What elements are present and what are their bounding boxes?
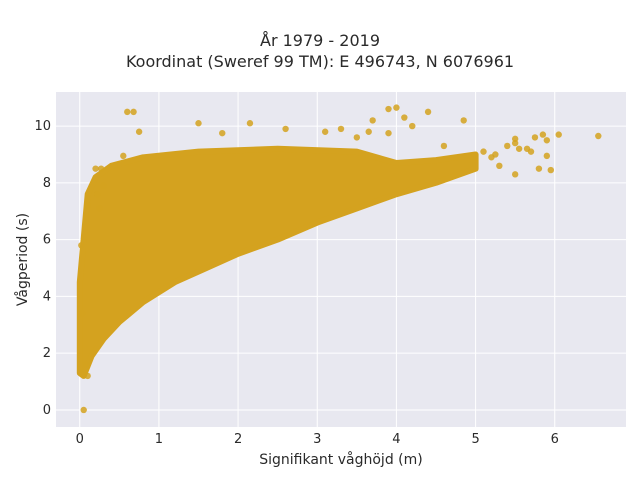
data-point (84, 372, 91, 380)
x-tick-label: 3 (313, 432, 321, 447)
data-point (195, 120, 202, 127)
data-point (492, 151, 499, 158)
data-point (531, 134, 539, 141)
data-point (130, 108, 137, 116)
y-tick-label: 6 (43, 233, 51, 248)
data-point (527, 148, 535, 155)
data-point (401, 114, 408, 121)
dense-cloud-area (76, 145, 479, 379)
data-point (409, 122, 416, 130)
data-point (337, 125, 345, 133)
data-point (120, 152, 127, 160)
tick-labels: 0 1 2 3 4 5 6 0 2 4 6 8 10 (34, 119, 558, 447)
data-point (424, 108, 432, 116)
data-point (496, 162, 503, 170)
data-point (480, 148, 487, 155)
y-tick-label: 10 (34, 119, 51, 134)
data-point (321, 128, 329, 135)
data-point (385, 129, 392, 137)
data-point (219, 129, 226, 137)
data-point (543, 137, 551, 144)
data-point (80, 406, 87, 414)
x-tick-label: 2 (234, 432, 242, 447)
data-point (515, 145, 523, 152)
x-tick-label: 0 (76, 432, 84, 447)
y-tick-label: 4 (43, 289, 51, 304)
chart-title-line-1: År 1979 - 2019 (260, 31, 380, 50)
data-point (78, 310, 86, 317)
data-point (97, 165, 105, 172)
y-tick-label: 8 (43, 176, 51, 191)
x-tick-label: 4 (392, 432, 400, 447)
chart-title: År 1979 - 2019 Koordinat (Sweref 99 TM):… (0, 30, 640, 72)
data-point (365, 128, 372, 135)
chart-title-line-2: Koordinat (Sweref 99 TM): E 496743, N 60… (125, 52, 515, 71)
x-axis-title: Signifikant våghöjd (m) (259, 451, 422, 468)
y-axis-title: Vågperiod (s) (14, 213, 31, 306)
data-point (511, 171, 519, 178)
x-tick-label: 6 (551, 432, 559, 447)
data-point (135, 128, 143, 135)
data-point (92, 165, 99, 172)
data-point (78, 242, 85, 249)
data-point (595, 132, 602, 140)
x-tick-label: 1 (155, 432, 163, 447)
data-point (547, 166, 554, 174)
data-point (511, 135, 519, 143)
data-point (124, 108, 131, 116)
data-point (460, 117, 467, 124)
data-point (393, 104, 400, 111)
data-point (84, 202, 91, 209)
dense-point-cloud (76, 145, 479, 379)
data-point (93, 191, 101, 198)
data-point (535, 165, 543, 172)
data-point (369, 117, 376, 124)
data-point (504, 142, 511, 150)
x-tick-label: 5 (471, 432, 479, 447)
data-point (100, 182, 107, 189)
data-point (440, 142, 448, 150)
data-point (543, 152, 551, 160)
data-point (246, 120, 254, 127)
data-point (385, 105, 392, 113)
y-tick-label: 0 (43, 403, 51, 418)
data-point (96, 205, 103, 212)
y-tick-label: 2 (43, 346, 51, 361)
data-point (282, 125, 289, 133)
data-point (82, 361, 90, 368)
data-points (78, 104, 602, 414)
data-point (555, 131, 562, 138)
data-point (353, 134, 361, 141)
data-point (539, 131, 547, 138)
